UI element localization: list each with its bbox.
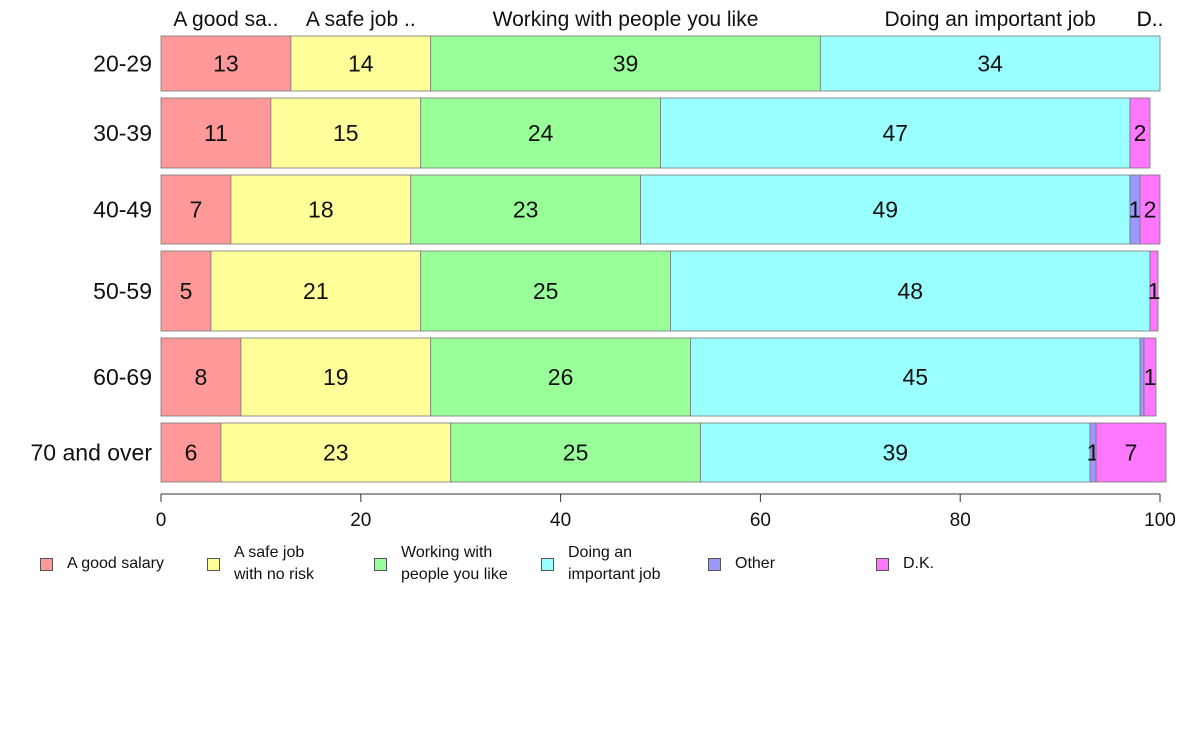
x-tick-label: 40 [550, 510, 571, 531]
legend-label: Other [735, 555, 776, 572]
legend-label: D.K. [903, 555, 935, 572]
bar-value-label: 34 [977, 51, 1003, 77]
legend-swatch [541, 557, 554, 571]
x-tick-label: 20 [350, 510, 371, 531]
category-label: 70 and over [31, 440, 153, 466]
bar-value-label: 47 [882, 120, 908, 146]
legend-label: Working with people you like [401, 544, 508, 583]
category-label: 50-59 [93, 278, 152, 304]
bar-segment [450, 422, 701, 483]
category-label: 40-49 [93, 197, 152, 223]
bar-value-label: 39 [613, 51, 639, 77]
x-tick-label: 60 [750, 510, 771, 531]
bar-segment [220, 422, 452, 483]
category-label: 30-39 [93, 120, 152, 146]
bar-segment [670, 250, 1151, 332]
bar-value-label: 25 [563, 440, 589, 466]
x-tick-label: 80 [950, 510, 971, 531]
bar-segment [430, 35, 821, 92]
top-series-label: A safe job .. [306, 8, 416, 31]
legend-swatch [207, 557, 220, 571]
bar-value-label: 49 [872, 197, 898, 223]
bar-segment [230, 174, 412, 245]
legend-item: Working with people you like [374, 540, 508, 588]
legend-swatch [708, 557, 721, 571]
bar-segment [210, 250, 422, 332]
legend-item: Doing an important job [541, 540, 661, 588]
bar-value-label: 25 [533, 278, 559, 304]
category-label: 20-29 [93, 51, 152, 77]
bar-value-label: 11 [204, 120, 228, 146]
bar-value-label: 15 [333, 120, 359, 146]
bar-segment [1149, 250, 1159, 332]
bar-segment [819, 35, 1161, 92]
bar-segment [640, 174, 1131, 245]
legend-swatch [374, 557, 387, 571]
bar-value-label: 8 [195, 364, 208, 390]
bar-segment [420, 250, 671, 332]
bar-segment [430, 337, 691, 417]
legend-label: Doing an important job [568, 544, 661, 583]
legend-swatch [40, 557, 53, 571]
bar-value-label: 7 [1125, 440, 1138, 466]
bar-value-label: 45 [902, 364, 928, 390]
top-series-label: D.. [1137, 8, 1164, 31]
bar-value-label: 19 [323, 364, 349, 390]
x-tick-label: 100 [1144, 510, 1176, 531]
bar-segment [1139, 174, 1161, 245]
bar-value-label: 23 [513, 197, 539, 223]
bar-segment [410, 174, 641, 245]
bar-value-label: 48 [897, 278, 923, 304]
bar-value-label: 2 [1134, 120, 1147, 146]
category-label: 60-69 [93, 364, 152, 390]
legend-item: Other [708, 540, 775, 588]
bar-segment [160, 422, 222, 483]
bar-value-label: 24 [528, 120, 554, 146]
bar-value-label: 18 [308, 197, 334, 223]
bar-value-label: 5 [180, 278, 193, 304]
chart-legend: A good salary A safe job with no risk Work… [0, 540, 1188, 600]
bar-value-label: 1 [1148, 278, 1161, 304]
bar-segment [160, 97, 272, 169]
top-series-label: Working with people you like [493, 8, 759, 31]
bar-value-label: 6 [185, 440, 198, 466]
top-series-label: Doing an important job [885, 8, 1096, 31]
bar-segment [1095, 422, 1167, 483]
legend-label: A good salary [67, 555, 164, 572]
bar-segment [270, 97, 422, 169]
bar-value-label: 2 [1144, 197, 1157, 223]
bar-value-label: 21 [303, 278, 329, 304]
legend-item: A good salary [40, 540, 164, 588]
legend-label: A safe job with no risk [234, 544, 315, 583]
bar-value-label: 7 [190, 197, 203, 223]
top-series-label: A good sa.. [173, 8, 278, 31]
bar-segment [160, 35, 292, 92]
bar-segment [160, 250, 212, 332]
bar-value-label: 39 [882, 440, 908, 466]
bar-segment [290, 35, 432, 92]
bar-value-label: 1 [1144, 364, 1157, 390]
bar-value-label: 13 [213, 51, 239, 77]
bar-value-label: 1 [1129, 197, 1142, 223]
bar-segment [660, 97, 1131, 169]
bar-segment [690, 337, 1141, 417]
legend-item: A safe job with no risk [207, 540, 314, 588]
legend-swatch [876, 557, 889, 571]
bar-value-label: 14 [348, 51, 374, 77]
legend-item: D.K. [876, 540, 934, 588]
bar-segment [700, 422, 1091, 483]
bar-value-label: 23 [323, 440, 349, 466]
bar-value-label: 26 [548, 364, 574, 390]
bar-segment [1129, 97, 1151, 169]
bar-segment [240, 337, 432, 417]
bar-segment [160, 174, 232, 245]
bar-segment [160, 337, 242, 417]
bar-segment [1143, 337, 1157, 417]
x-tick-label: 0 [156, 510, 167, 531]
bar-segment [420, 97, 661, 169]
top-series-label: D.. [1137, 8, 1164, 31]
